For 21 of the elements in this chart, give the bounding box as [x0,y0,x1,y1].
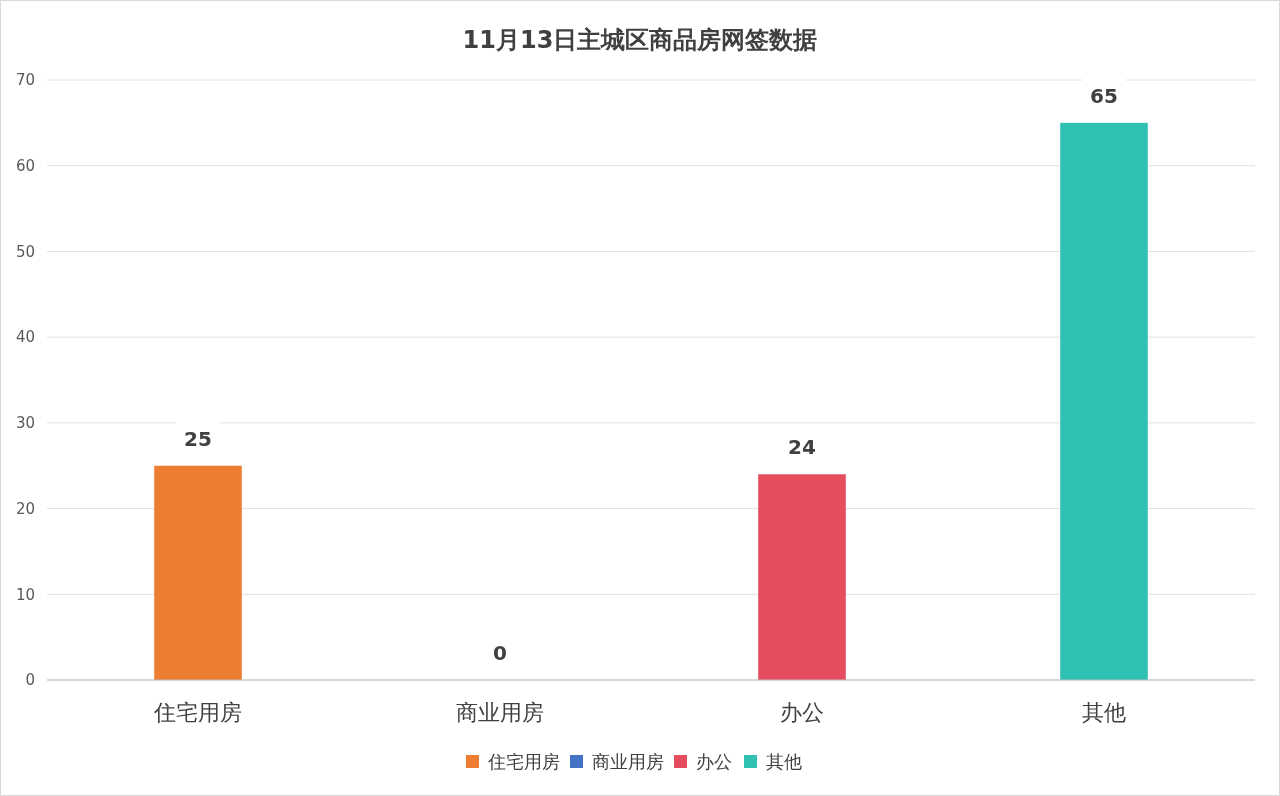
y-tick-label: 10 [15,585,35,604]
data-label: 65 [1090,83,1118,108]
data-label: 25 [184,426,212,451]
legend-label: 住宅用房 [487,751,560,773]
data-label: 0 [493,641,507,665]
x-tick-label: 商业用房 [456,700,544,725]
y-tick-label: 50 [15,242,35,261]
y-tick-label: 70 [15,71,35,90]
legend-label: 商业用房 [592,751,664,773]
chart-title: 11月13日主城区商品房网签数据 [462,26,818,54]
y-tick-label: 20 [15,499,35,518]
data-label: 24 [788,435,816,460]
x-tick-label: 住宅用房 [153,700,242,725]
y-tick-label: 60 [15,156,35,175]
x-tick-label: 其他 [1082,700,1126,725]
legend-label: 其他 [766,751,802,773]
y-tick-label: 0 [25,671,35,690]
y-tick-label: 40 [15,328,35,347]
y-tick-label: 30 [15,414,35,433]
x-tick-label: 办公 [780,700,824,725]
legend-label: 办公 [696,751,732,773]
